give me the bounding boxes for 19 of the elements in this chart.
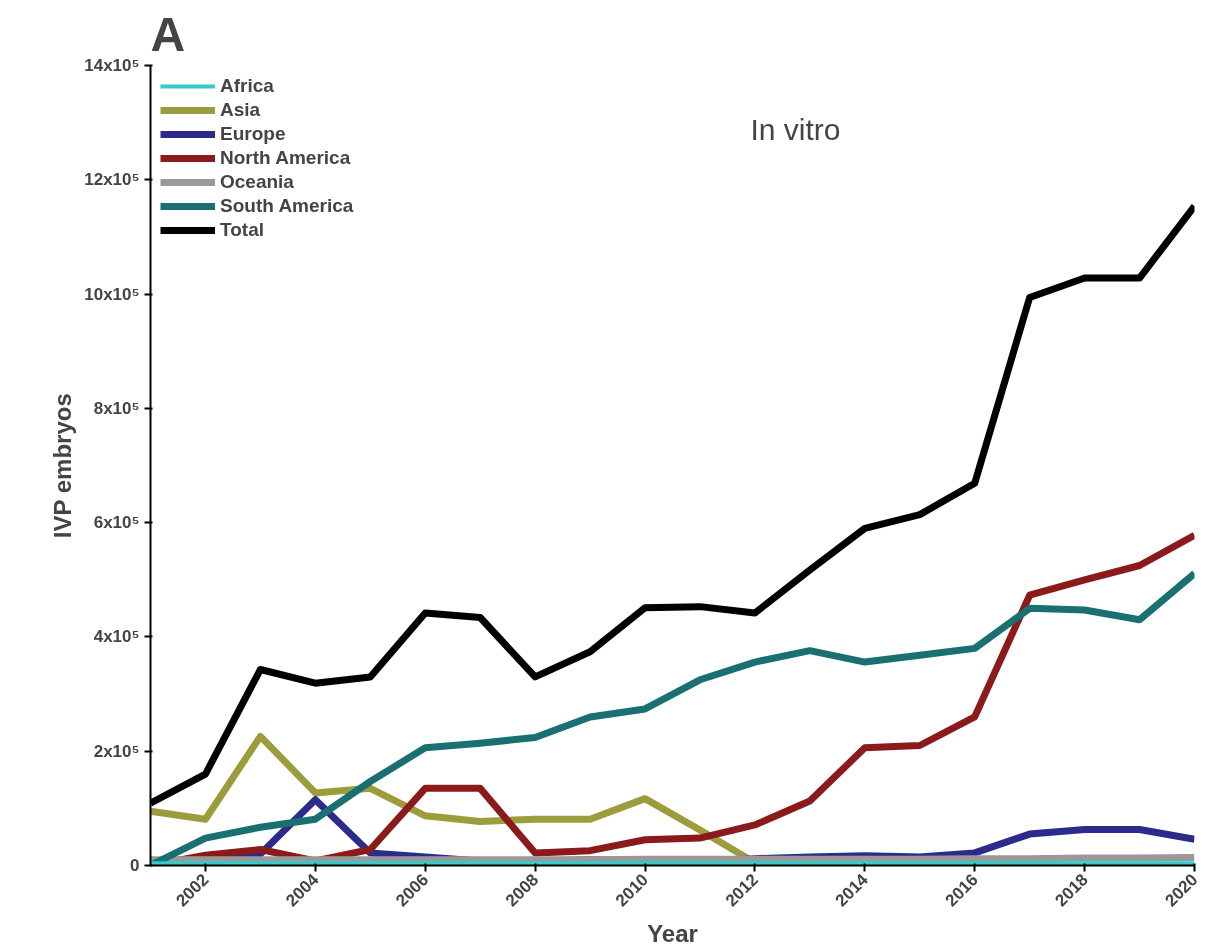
annotation: In vitro [750,112,841,146]
y-tick-label: 2x10⁵ [93,741,140,761]
legend-label: Africa [220,75,274,97]
legend-label: Asia [220,99,261,121]
y-tick-label: 12x10⁵ [84,170,140,190]
legend-label: Europe [220,123,286,145]
x-axis-title: Year [647,919,698,947]
legend-label: North America [220,147,351,169]
y-tick-label: 0 [130,856,140,875]
y-tick-label: 6x10⁵ [93,513,140,533]
legend-label: Oceania [220,171,294,193]
y-tick-label: 14x10⁵ [84,56,140,75]
y-tick-label: 4x10⁵ [93,627,140,647]
chart-title: A [150,7,186,61]
y-tick-label: 8x10⁵ [93,398,140,418]
legend-label: South America [220,195,354,217]
y-tick-label: 10x10⁵ [84,284,140,304]
legend-label: Total [220,219,264,241]
y-axis-title: IVP embryos [49,393,77,539]
